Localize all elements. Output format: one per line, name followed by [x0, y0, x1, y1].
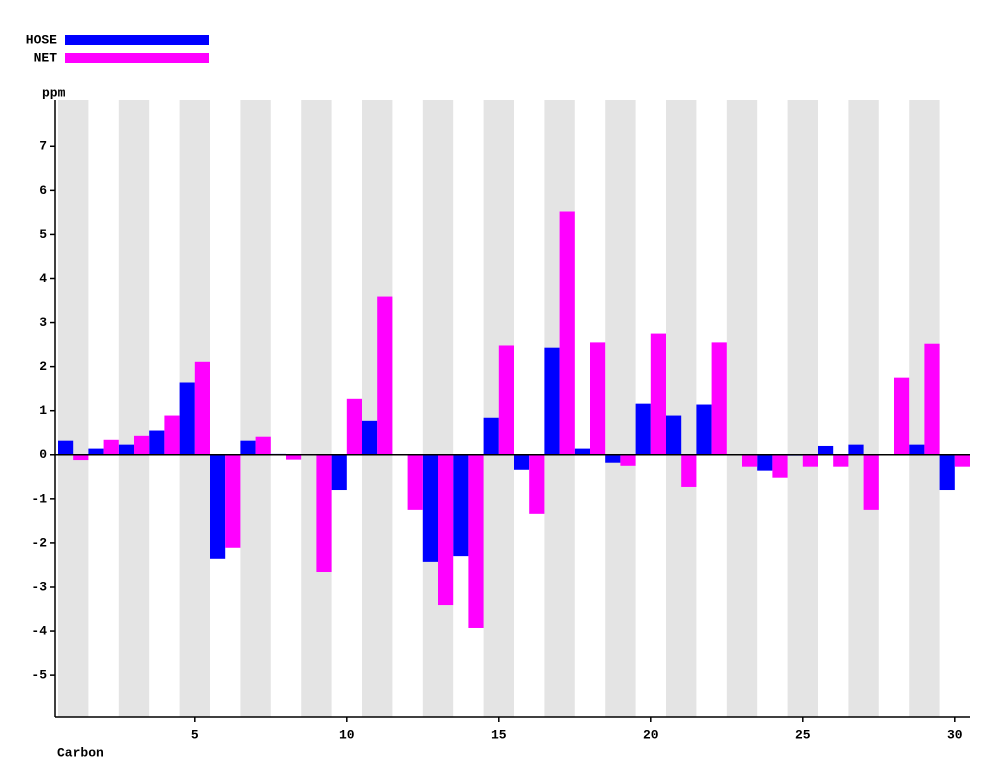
band-stripe [848, 100, 879, 717]
bar [757, 454, 773, 471]
band-stripe [240, 100, 271, 717]
bar [316, 454, 332, 573]
x-tick-label: 10 [339, 727, 355, 742]
bar [498, 345, 514, 455]
bar [331, 454, 347, 491]
bar [650, 333, 666, 455]
bar [286, 454, 302, 460]
bar [255, 436, 271, 455]
bar [225, 454, 241, 548]
x-tick-label: 20 [643, 727, 659, 742]
band-stripe [422, 100, 454, 717]
y-tick-label: 5 [39, 227, 47, 242]
bar [818, 445, 834, 455]
bar [559, 211, 575, 455]
y-tick-label: -2 [31, 535, 47, 550]
bar [103, 439, 119, 455]
y-axis-label: ppm [42, 85, 66, 100]
bar [422, 454, 438, 562]
bar [453, 454, 469, 557]
x-tick-label: 15 [491, 727, 507, 742]
y-tick-label: -4 [31, 623, 47, 638]
bar [772, 454, 788, 478]
bar [894, 377, 910, 455]
bar [848, 444, 864, 455]
bar [711, 342, 727, 455]
band-stripe [118, 100, 150, 717]
legend-label: NET [34, 50, 58, 65]
legend-label: HOSE [26, 32, 57, 47]
y-tick-label: 0 [39, 447, 47, 462]
bar [802, 454, 818, 467]
bar [590, 342, 606, 455]
bar [833, 454, 849, 467]
bar [666, 415, 682, 455]
bar [88, 448, 104, 455]
band-stripe [301, 100, 332, 717]
bar [909, 444, 925, 455]
bar [635, 403, 651, 455]
bar [514, 454, 530, 470]
y-tick-label: 2 [39, 359, 47, 374]
bar [58, 440, 74, 455]
band-stripe [605, 100, 636, 717]
y-tick-label: -3 [31, 579, 47, 594]
bar [194, 361, 210, 455]
band-stripe [666, 100, 697, 717]
bar [362, 420, 378, 455]
bar [605, 454, 621, 463]
y-tick-label: -5 [31, 668, 47, 683]
bar [179, 382, 195, 455]
bar [149, 430, 165, 455]
bar [544, 347, 560, 455]
bar [210, 454, 226, 559]
y-tick-label: 3 [39, 315, 47, 330]
band-stripe [787, 100, 818, 717]
bar [164, 415, 180, 455]
x-tick-label: 30 [947, 727, 963, 742]
bar [377, 296, 393, 455]
bar [468, 454, 484, 628]
x-tick-label: 5 [191, 727, 199, 742]
bar [574, 448, 590, 455]
bar [863, 454, 879, 510]
y-tick-label: 6 [39, 183, 47, 198]
bar [681, 454, 697, 487]
bar [438, 454, 454, 606]
bar [620, 454, 636, 466]
bar [134, 435, 150, 455]
bar [924, 343, 940, 455]
bar [407, 454, 423, 510]
band-stripe [726, 100, 758, 717]
bar [483, 417, 499, 455]
bar [954, 454, 970, 467]
y-tick-label: -1 [31, 491, 47, 506]
bar [118, 444, 134, 455]
legend-swatch [65, 53, 209, 63]
x-axis-label: Carbon [57, 745, 104, 760]
band-stripe [58, 100, 89, 717]
legend-swatch [65, 35, 209, 45]
bar [240, 440, 256, 455]
bar [346, 398, 362, 455]
x-tick-label: 25 [795, 727, 811, 742]
bar [696, 404, 712, 455]
y-tick-label: 1 [39, 403, 47, 418]
bar [73, 454, 89, 461]
bar [742, 454, 758, 467]
y-tick-label: 7 [39, 139, 47, 154]
bar [939, 454, 955, 491]
y-tick-label: 4 [39, 271, 47, 286]
bar [529, 454, 545, 514]
